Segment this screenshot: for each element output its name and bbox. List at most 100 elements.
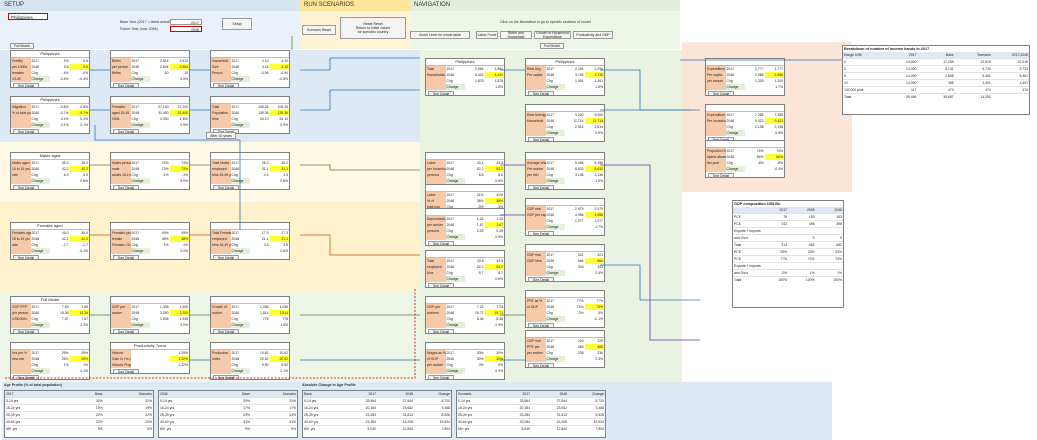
see-detail-button[interactable]: See Detail xyxy=(528,91,554,95)
metric-cell[interactable]: 9.6 xyxy=(69,64,89,70)
full-model-button-nav[interactable]: Full Model xyxy=(540,43,564,49)
metric-cell: 2017 xyxy=(446,259,455,263)
see-detail-button[interactable]: See Detail xyxy=(113,83,139,87)
scenario-reset-button[interactable]: Scenario Reset xyxy=(302,25,336,35)
metric-cell[interactable]: 11,714 xyxy=(584,118,604,124)
metric-block-N1: Philippines Total 2017 2,564 2,564 Households… xyxy=(425,58,505,96)
metric-cell: 0.9% xyxy=(280,123,288,127)
see-detail-button[interactable]: See Detail xyxy=(213,375,239,379)
see-detail-button[interactable]: See Detail xyxy=(213,255,239,259)
metric-cell[interactable]: 52.2 xyxy=(484,264,504,270)
nav-button-4[interactable]: Productivity and GDP xyxy=(573,31,613,39)
see-detail-button[interactable]: See Detail xyxy=(528,323,554,327)
metric-cell: 77% xyxy=(576,299,584,303)
metric-cell[interactable]: 15.71 xyxy=(484,310,504,316)
metric-cell: 1,451 xyxy=(594,79,604,83)
metric-cell[interactable]: 2,504 xyxy=(169,64,189,70)
metric-row: Change -0.2% xyxy=(11,248,89,254)
metric-cell[interactable]: 1.67 xyxy=(484,222,504,228)
metric-cell[interactable]: 42.2 xyxy=(69,166,89,172)
see-detail-button[interactable]: See Detail xyxy=(113,329,139,333)
metric-cell[interactable]: 15.36 xyxy=(69,310,89,316)
see-detail-button[interactable]: See Detail xyxy=(13,255,39,259)
metric-cell[interactable]: 31.1 xyxy=(269,166,289,172)
see-detail-button[interactable]: See Detail xyxy=(13,129,39,133)
see-detail-button[interactable]: See Detail xyxy=(113,129,139,133)
metric-cell: % of xyxy=(426,198,446,204)
metric-cell[interactable]: 3.15 xyxy=(269,64,289,70)
full-model-button-left[interactable]: Full Model xyxy=(10,43,34,49)
see-detail-button[interactable]: See Detail xyxy=(213,329,239,333)
metric-cell[interactable]: 139.36 xyxy=(269,110,289,116)
nav-instruction: Click on the illustration to go to speci… xyxy=(500,20,591,24)
metric-cell[interactable]: 2,986 xyxy=(764,72,784,78)
country-input[interactable]: Philippines xyxy=(8,13,48,20)
metric-cell[interactable]: 9,423 xyxy=(764,118,784,124)
metric-cell[interactable]: 20.52 xyxy=(269,356,289,362)
nav-button-1[interactable]: Labor Force xyxy=(476,31,498,39)
see-detail-button[interactable]: See Detail xyxy=(528,137,554,141)
see-detail-button[interactable]: See Detail xyxy=(528,277,554,281)
see-detail-button[interactable]: See Detail xyxy=(113,185,139,189)
see-detail-button[interactable]: See Detail xyxy=(708,173,734,177)
nav-button-2[interactable]: Births and Household xyxy=(500,31,532,39)
metric-cell[interactable]: 1.32% xyxy=(169,356,189,362)
see-detail-button[interactable]: See Detail xyxy=(113,369,139,373)
metric-cell[interactable]: 4,956 xyxy=(584,212,604,218)
metric-cell[interactable]: 8,632 xyxy=(584,166,604,172)
see-detail-button[interactable]: See Detail xyxy=(708,91,734,95)
metric-cell xyxy=(211,248,231,254)
metric-cell: Chg xyxy=(546,351,553,355)
see-detail-button[interactable]: See Detail xyxy=(213,83,239,87)
metric-cell[interactable]: 31,400 xyxy=(169,110,189,116)
metric-cell: Production xyxy=(211,350,231,356)
metric-cell[interactable]: 74% xyxy=(584,304,604,310)
see-detail-button[interactable]: See Detail xyxy=(13,375,39,379)
metric-cell[interactable]: -0.7% xyxy=(69,110,89,116)
see-detail-button[interactable]: See Detail xyxy=(528,185,554,189)
metric-cell[interactable]: 4,442 xyxy=(484,72,504,78)
see-detail-button[interactable]: See Detail xyxy=(13,185,39,189)
metric-cell[interactable]: 465 xyxy=(584,344,604,350)
metric-cell[interactable]: 3,745 xyxy=(584,72,604,78)
metric-cell[interactable]: 1,814 xyxy=(269,310,289,316)
see-detail-button[interactable]: See Detail xyxy=(428,91,454,95)
see-detail-button[interactable]: See Detail xyxy=(13,329,39,333)
see-detail-button[interactable]: See Detail xyxy=(428,375,454,379)
metric-row: GDP per cap 2048 4,956 4,956 xyxy=(526,212,604,218)
metric-cell[interactable]: 52.2 xyxy=(484,166,504,172)
see-detail-button[interactable]: See Detail xyxy=(13,83,39,87)
see-detail-button[interactable]: See Detail xyxy=(428,283,454,287)
table-row: and Govt 9 9 xyxy=(733,234,843,241)
base-year-input[interactable]: 2017 xyxy=(170,19,202,25)
nav-button-3[interactable]: Growth in Household Expenditure xyxy=(534,31,571,39)
metric-cell[interactable]: 66% xyxy=(764,154,784,160)
table-cell: 25,446 xyxy=(906,95,917,99)
nav-button-0[interactable]: Zoom Level for whole table xyxy=(410,31,470,39)
metric-cell[interactable]: 26% xyxy=(69,356,89,362)
see-detail-button[interactable]: See Detail xyxy=(428,241,454,245)
after-10-years-button[interactable]: After 10 years xyxy=(206,132,236,139)
metric-cell[interactable]: 48% xyxy=(169,236,189,242)
metric-cell[interactable]: 21.1 xyxy=(269,236,289,242)
see-detail-button[interactable]: See Detail xyxy=(428,329,454,333)
see-detail-button[interactable]: See Detail xyxy=(113,255,139,259)
reset-initial-button[interactable]: Reset Reset Return to initial values for… xyxy=(340,17,406,39)
metric-cell[interactable]: 30% xyxy=(484,356,504,362)
setup-button[interactable]: Setup xyxy=(222,18,252,30)
see-detail-button[interactable]: See Detail xyxy=(528,363,554,367)
see-detail-button[interactable]: See Detail xyxy=(708,137,734,141)
see-detail-button[interactable]: See Detail xyxy=(213,129,239,133)
metric-cell[interactable]: 3,250 xyxy=(169,310,189,316)
metric-row: employed 2048 31.1 31.1 xyxy=(211,166,289,172)
metric-cell[interactable]: 38% xyxy=(484,198,504,204)
future-year-input[interactable]: 2048 xyxy=(170,26,202,32)
table-cell: 0-14 yrs xyxy=(458,399,471,403)
metric-cell[interactable]: 73% xyxy=(169,166,189,172)
see-detail-button[interactable]: See Detail xyxy=(213,185,239,189)
metric-cell[interactable]: 664 xyxy=(584,258,604,264)
see-detail-button[interactable]: See Detail xyxy=(528,231,554,235)
metric-cell[interactable]: 42.2 xyxy=(69,236,89,242)
metric-cell xyxy=(526,310,546,316)
